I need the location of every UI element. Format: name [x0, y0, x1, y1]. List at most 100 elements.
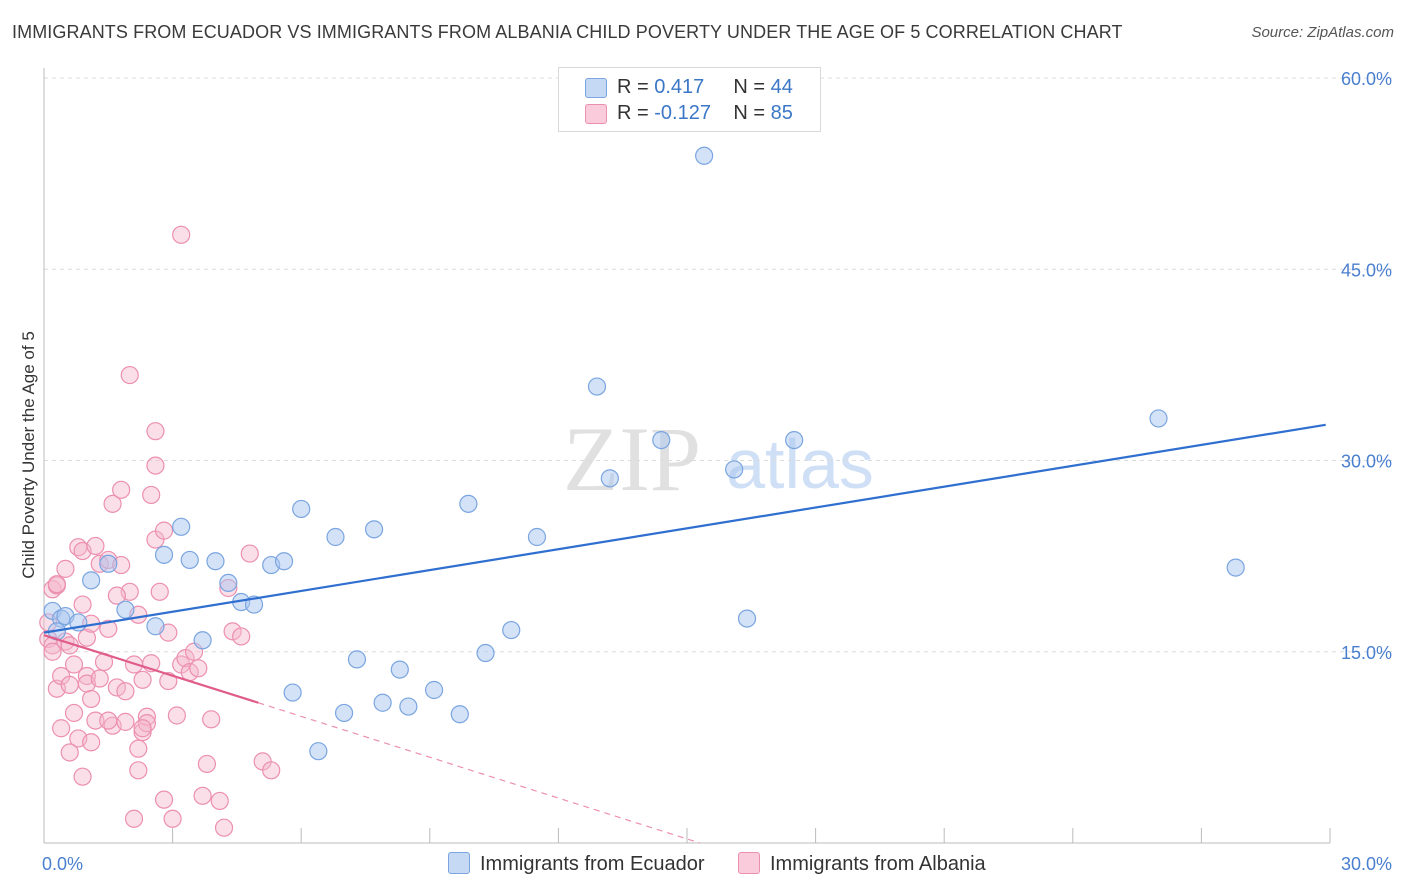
data-point-albania	[137, 707, 156, 726]
data-point-albania	[197, 754, 216, 774]
legend-swatch-albania	[585, 104, 607, 124]
data-point-ecuador	[424, 680, 444, 700]
data-point-albania	[103, 494, 122, 513]
series-albania	[39, 225, 281, 837]
data-point-albania	[107, 586, 126, 605]
data-point-albania	[167, 706, 186, 725]
data-point-ecuador	[219, 573, 238, 593]
data-point-albania	[86, 711, 105, 730]
data-point-ecuador	[502, 620, 521, 640]
legend-n-label: N =	[733, 76, 766, 98]
y-tick-label: 45.0%	[1341, 260, 1392, 280]
data-point-albania	[154, 790, 174, 809]
data-point-ecuador	[364, 520, 384, 539]
legend-n-value-albania: 85	[770, 102, 793, 124]
y-tick-label: 60.0%	[1341, 69, 1392, 89]
data-point-ecuador	[399, 697, 418, 716]
data-point-albania	[193, 786, 212, 805]
data-point-ecuador	[737, 609, 757, 628]
data-point-ecuador	[193, 631, 212, 650]
data-point-albania	[99, 619, 118, 638]
data-point-albania	[52, 719, 71, 738]
legend-n-value-ecuador: 44	[770, 76, 793, 98]
data-point-ecuador	[390, 660, 409, 679]
data-point-ecuador	[309, 742, 328, 761]
data-point-albania	[99, 711, 118, 730]
data-point-albania	[146, 422, 165, 441]
data-point-albania	[210, 791, 229, 811]
legend-label-ecuador: Immigrants from Ecuador	[480, 853, 705, 875]
data-point-ecuador	[172, 517, 191, 536]
data-point-ecuador	[450, 705, 469, 724]
data-point-albania	[154, 521, 174, 540]
data-point-ecuador	[587, 377, 607, 396]
data-point-albania	[107, 678, 126, 697]
data-point-ecuador	[785, 431, 804, 450]
data-point-ecuador	[292, 499, 311, 519]
data-point-albania	[64, 703, 84, 723]
data-point-ecuador	[1149, 409, 1168, 428]
data-point-albania	[172, 225, 191, 244]
correlation-legend: R = 0.417 N = 44 R = -0.127 N = 85	[558, 67, 821, 132]
data-point-albania	[223, 622, 242, 641]
data-point-ecuador	[206, 552, 225, 571]
data-point-albania	[60, 743, 79, 762]
axes	[43, 68, 1331, 844]
data-point-albania	[112, 480, 131, 499]
data-point-albania	[202, 710, 221, 729]
legend-r-label: R =	[617, 76, 649, 98]
data-point-albania	[77, 628, 96, 647]
data-point-ecuador	[1226, 558, 1245, 577]
watermark: ZIP atlas	[563, 408, 874, 510]
data-point-albania	[73, 595, 92, 614]
data-point-ecuador	[99, 554, 118, 573]
data-point-ecuador	[116, 600, 135, 619]
data-point-albania	[86, 536, 105, 556]
data-point-albania	[232, 627, 251, 646]
data-point-ecuador	[146, 617, 165, 636]
data-point-albania	[116, 712, 135, 731]
data-point-albania	[82, 689, 101, 709]
y-tick-label: 15.0%	[1341, 643, 1392, 663]
data-point-albania	[90, 669, 109, 688]
data-point-ecuador	[180, 550, 199, 570]
trend-line-ecuador	[43, 423, 1326, 634]
data-point-albania	[116, 682, 135, 701]
legend-item-ecuador: Immigrants from Ecuador	[448, 852, 705, 876]
data-point-albania	[129, 761, 148, 780]
data-point-ecuador	[334, 703, 354, 723]
data-point-ecuador	[326, 527, 345, 547]
data-point-ecuador	[527, 527, 547, 547]
data-point-ecuador	[283, 683, 302, 702]
data-point-ecuador	[459, 494, 478, 513]
legend-label-albania: Immigrants from Albania	[770, 853, 986, 875]
data-point-ecuador	[476, 643, 495, 663]
data-point-albania	[47, 575, 66, 594]
data-point-albania	[146, 456, 165, 475]
legend-n-label: N =	[733, 102, 766, 124]
legend-swatch-ecuador	[585, 78, 607, 98]
legend-r-value-albania: -0.127	[654, 102, 711, 124]
data-point-ecuador	[695, 146, 714, 165]
y-tick-label: 30.0%	[1341, 452, 1392, 472]
legend-swatch-ecuador	[448, 852, 470, 874]
data-point-ecuador	[652, 431, 671, 450]
data-point-albania	[120, 365, 139, 385]
data-point-albania	[129, 739, 148, 758]
data-point-ecuador	[373, 693, 392, 712]
data-point-albania	[56, 559, 75, 578]
trend-lines	[43, 423, 1326, 844]
data-point-ecuador	[600, 469, 619, 488]
x-tick-label: 0.0%	[42, 854, 83, 874]
data-point-albania	[82, 733, 101, 752]
data-point-ecuador	[154, 545, 174, 564]
data-point-ecuador	[347, 650, 367, 669]
data-point-albania	[133, 719, 152, 738]
series-ecuador	[43, 146, 1245, 761]
x-tick-label: 30.0%	[1341, 854, 1392, 874]
watermark-zip: ZIP	[563, 408, 701, 510]
data-point-ecuador	[725, 460, 744, 479]
legend-swatch-albania	[738, 852, 760, 874]
data-point-albania	[150, 582, 169, 601]
